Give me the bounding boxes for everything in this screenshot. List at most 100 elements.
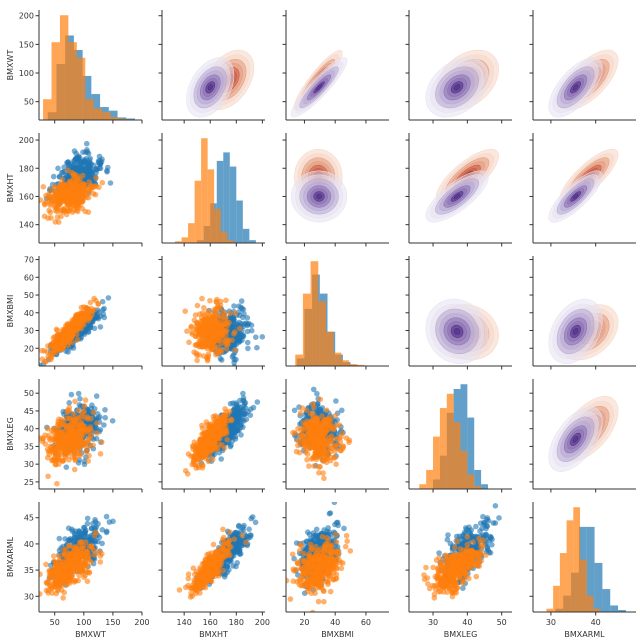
scatter-point — [49, 355, 55, 361]
scatter-point — [201, 329, 207, 335]
scatter-point — [193, 334, 199, 340]
y-tick-label: 25 — [24, 478, 34, 487]
scatter-point — [333, 398, 339, 404]
scatter-point — [100, 180, 106, 186]
scatter-point — [84, 147, 90, 153]
scatter-point — [93, 175, 99, 181]
scatter-point — [30, 583, 36, 589]
scatter-point — [97, 154, 103, 160]
y-axis-label: BMXHT — [6, 174, 15, 203]
histogram-bar — [481, 484, 488, 489]
scatter-point — [94, 393, 100, 399]
panel-BMXBMI-vs-BMXBMI — [283, 256, 390, 370]
histogram-bar — [433, 437, 440, 489]
scatter-point — [57, 536, 63, 542]
scatter-point — [55, 166, 61, 172]
histogram-bar — [68, 42, 76, 120]
histogram-bar — [243, 229, 250, 243]
scatter-point — [222, 328, 228, 334]
scatter-point — [184, 328, 190, 334]
scatter-point — [48, 215, 54, 221]
scatter-point — [93, 530, 99, 536]
histogram-bar — [221, 232, 228, 243]
scatter-point — [245, 346, 251, 352]
scatter-point — [43, 441, 49, 447]
scatter-point — [65, 160, 71, 166]
scatter-point — [33, 210, 39, 216]
scatter-point — [59, 587, 65, 593]
scatter-point — [248, 412, 254, 418]
scatter-point — [84, 141, 90, 147]
scatter-point — [204, 419, 210, 425]
scatter-point — [72, 207, 78, 213]
scatter-point — [73, 189, 79, 195]
scatter-point — [67, 433, 73, 439]
histogram-bar — [85, 99, 93, 120]
histogram-bar — [60, 15, 68, 120]
plot-area — [43, 15, 135, 120]
scatter-point — [57, 183, 63, 189]
scatter-point — [254, 399, 260, 405]
scatter-point — [56, 201, 62, 207]
y-tick-label: 140 — [19, 221, 34, 230]
scatter-point — [248, 406, 254, 412]
scatter-point — [231, 303, 237, 309]
y-tick-label: 200 — [19, 12, 34, 21]
scatter-point — [206, 339, 212, 345]
scatter-point — [260, 334, 266, 340]
scatter-point — [240, 398, 246, 404]
scatter-point — [71, 446, 77, 452]
scatter-point — [46, 194, 52, 200]
scatter-point — [229, 417, 235, 423]
scatter-point — [85, 458, 91, 464]
scatter-point — [295, 438, 301, 444]
scatter-point — [331, 454, 337, 460]
scatter-point — [253, 334, 259, 340]
y-tick-label: 160 — [19, 192, 34, 201]
histogram-bar — [303, 294, 311, 366]
scatter-point — [307, 430, 313, 436]
scatter-point — [72, 467, 78, 473]
histogram-bar — [454, 422, 461, 489]
scatter-point — [48, 210, 54, 216]
plot-area — [37, 391, 115, 487]
scatter-point — [41, 184, 47, 190]
scatter-point — [232, 347, 238, 353]
y-tick-label: 100 — [19, 69, 34, 78]
scatter-point — [65, 202, 71, 208]
panel-BMXBMI-vs-BMXARML — [530, 256, 637, 373]
scatter-point — [206, 459, 212, 465]
scatter-point — [79, 539, 85, 545]
scatter-point — [59, 196, 65, 202]
scatter-point — [202, 319, 208, 325]
scatter-point — [86, 209, 92, 215]
scatter-point — [312, 450, 318, 456]
histogram-bar — [426, 470, 433, 489]
plot-area — [175, 138, 256, 243]
scatter-point — [51, 174, 57, 180]
scatter-point — [245, 329, 251, 335]
y-tick-label: 40 — [24, 309, 34, 318]
plot-area — [413, 287, 506, 376]
plot-area — [419, 384, 488, 489]
scatter-point — [69, 392, 75, 398]
scatter-point — [306, 463, 312, 469]
y-tick-label: 50 — [24, 291, 34, 300]
scatter-point — [94, 420, 100, 426]
scatter-point — [230, 400, 236, 406]
histogram-bar — [182, 237, 189, 243]
scatter-point — [188, 454, 194, 460]
panel-BMXWT-vs-BMXBMI — [283, 10, 390, 124]
scatter-point — [208, 424, 214, 430]
scatter-point — [326, 438, 332, 444]
scatter-point — [236, 320, 242, 326]
scatter-point — [96, 158, 102, 164]
scatter-point — [98, 559, 104, 565]
scatter-point — [322, 451, 328, 457]
y-tick-label: 60 — [24, 273, 34, 282]
scatter-point — [186, 340, 192, 346]
histogram-bar — [461, 451, 468, 489]
histogram-bar — [295, 355, 303, 366]
y-tick-label: 35 — [24, 442, 34, 451]
histogram-bar — [188, 223, 195, 243]
